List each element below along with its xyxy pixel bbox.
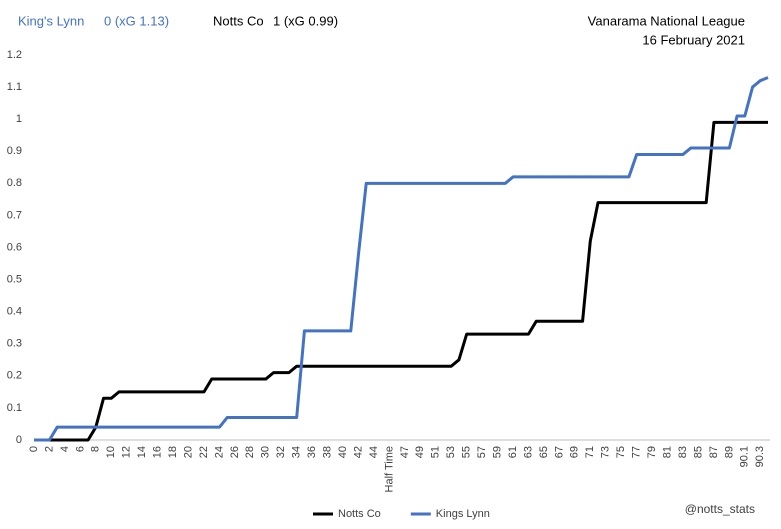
x-tick-label: 0 [28, 446, 40, 452]
x-tick-label: 36 [306, 446, 318, 458]
x-tick-label: 4 [59, 446, 71, 452]
x-tick-label: 63 [522, 446, 534, 458]
away-team: Notts Co [213, 13, 264, 28]
legend-label: Notts Co [338, 508, 381, 520]
x-tick-label: 32 [275, 446, 287, 458]
x-tick-label: 85 [692, 446, 704, 458]
x-tick-label: 38 [322, 446, 334, 458]
x-tick-label: 10 [105, 446, 117, 458]
x-tick-label: 65 [538, 446, 550, 458]
home-team: King's Lynn [18, 13, 84, 28]
x-tick-label: 47 [399, 446, 411, 458]
x-tick-label: 49 [414, 446, 426, 458]
x-tick-label: 53 [445, 446, 457, 458]
x-tick-label: 81 [661, 446, 673, 458]
competition: Vanarama National League [588, 13, 745, 28]
series-line [34, 76, 769, 442]
x-tick-label: 61 [507, 446, 519, 458]
x-tick-label: 2 [43, 446, 55, 452]
y-tick-label: 0.6 [7, 241, 22, 253]
x-tick-label: 69 [569, 446, 581, 458]
y-tick-label: 1.1 [7, 81, 22, 93]
x-tick-label: 59 [491, 446, 503, 458]
x-tick-label: 42 [352, 446, 364, 458]
x-tick-label: 89 [723, 446, 735, 458]
x-tick-label: 16 [152, 446, 164, 458]
y-tick-label: 1 [16, 113, 22, 125]
credit: @notts_stats [685, 502, 755, 516]
x-tick-label: 77 [631, 446, 643, 458]
date: 16 February 2021 [642, 32, 745, 47]
x-tick-label: 18 [167, 446, 179, 458]
x-tick-label: 73 [600, 446, 612, 458]
x-tick-label: Half Time [383, 446, 395, 492]
x-tick-label: 51 [430, 446, 442, 458]
y-tick-label: 0.5 [7, 273, 22, 285]
legend-label: Kings Lynn [436, 508, 490, 520]
away-score: 1 (xG 0.99) [273, 13, 338, 28]
x-tick-label: 24 [213, 446, 225, 458]
x-tick-label: 87 [708, 446, 720, 458]
y-tick-label: 0.7 [7, 209, 22, 221]
x-tick-label: 57 [476, 446, 488, 458]
y-tick-label: 0.2 [7, 370, 22, 382]
x-tick-label: 79 [646, 446, 658, 458]
x-tick-label: 83 [677, 446, 689, 458]
y-tick-label: 0 [16, 434, 22, 446]
x-tick-label: 12 [121, 446, 133, 458]
x-tick-label: 71 [584, 446, 596, 458]
x-tick-label: 6 [74, 446, 86, 452]
y-tick-label: 0.8 [7, 177, 22, 189]
x-tick-label: 22 [198, 446, 210, 458]
y-tick-label: 0.9 [7, 145, 22, 157]
x-tick-label: 40 [337, 446, 349, 458]
x-tick-label: 75 [615, 446, 627, 458]
y-tick-label: 1.2 [7, 49, 22, 61]
x-tick-label: 55 [461, 446, 473, 458]
y-tick-label: 0.1 [7, 402, 22, 414]
x-tick-label: 90.3 [754, 446, 766, 467]
x-tick-label: 28 [244, 446, 256, 458]
x-tick-label: 30 [260, 446, 272, 458]
home-score: 0 (xG 1.13) [104, 13, 169, 28]
x-tick-label: 8 [90, 446, 102, 452]
series-line [34, 120, 768, 442]
y-tick-label: 0.4 [7, 306, 22, 318]
x-tick-label: 34 [291, 446, 303, 458]
x-tick-label: 26 [229, 446, 241, 458]
x-tick-label: 14 [136, 446, 148, 458]
x-tick-label: 67 [553, 446, 565, 458]
x-tick-label: 44 [368, 446, 380, 458]
y-tick-label: 0.3 [7, 338, 22, 350]
x-tick-label: 20 [182, 446, 194, 458]
x-tick-label: 90.1 [739, 446, 751, 467]
